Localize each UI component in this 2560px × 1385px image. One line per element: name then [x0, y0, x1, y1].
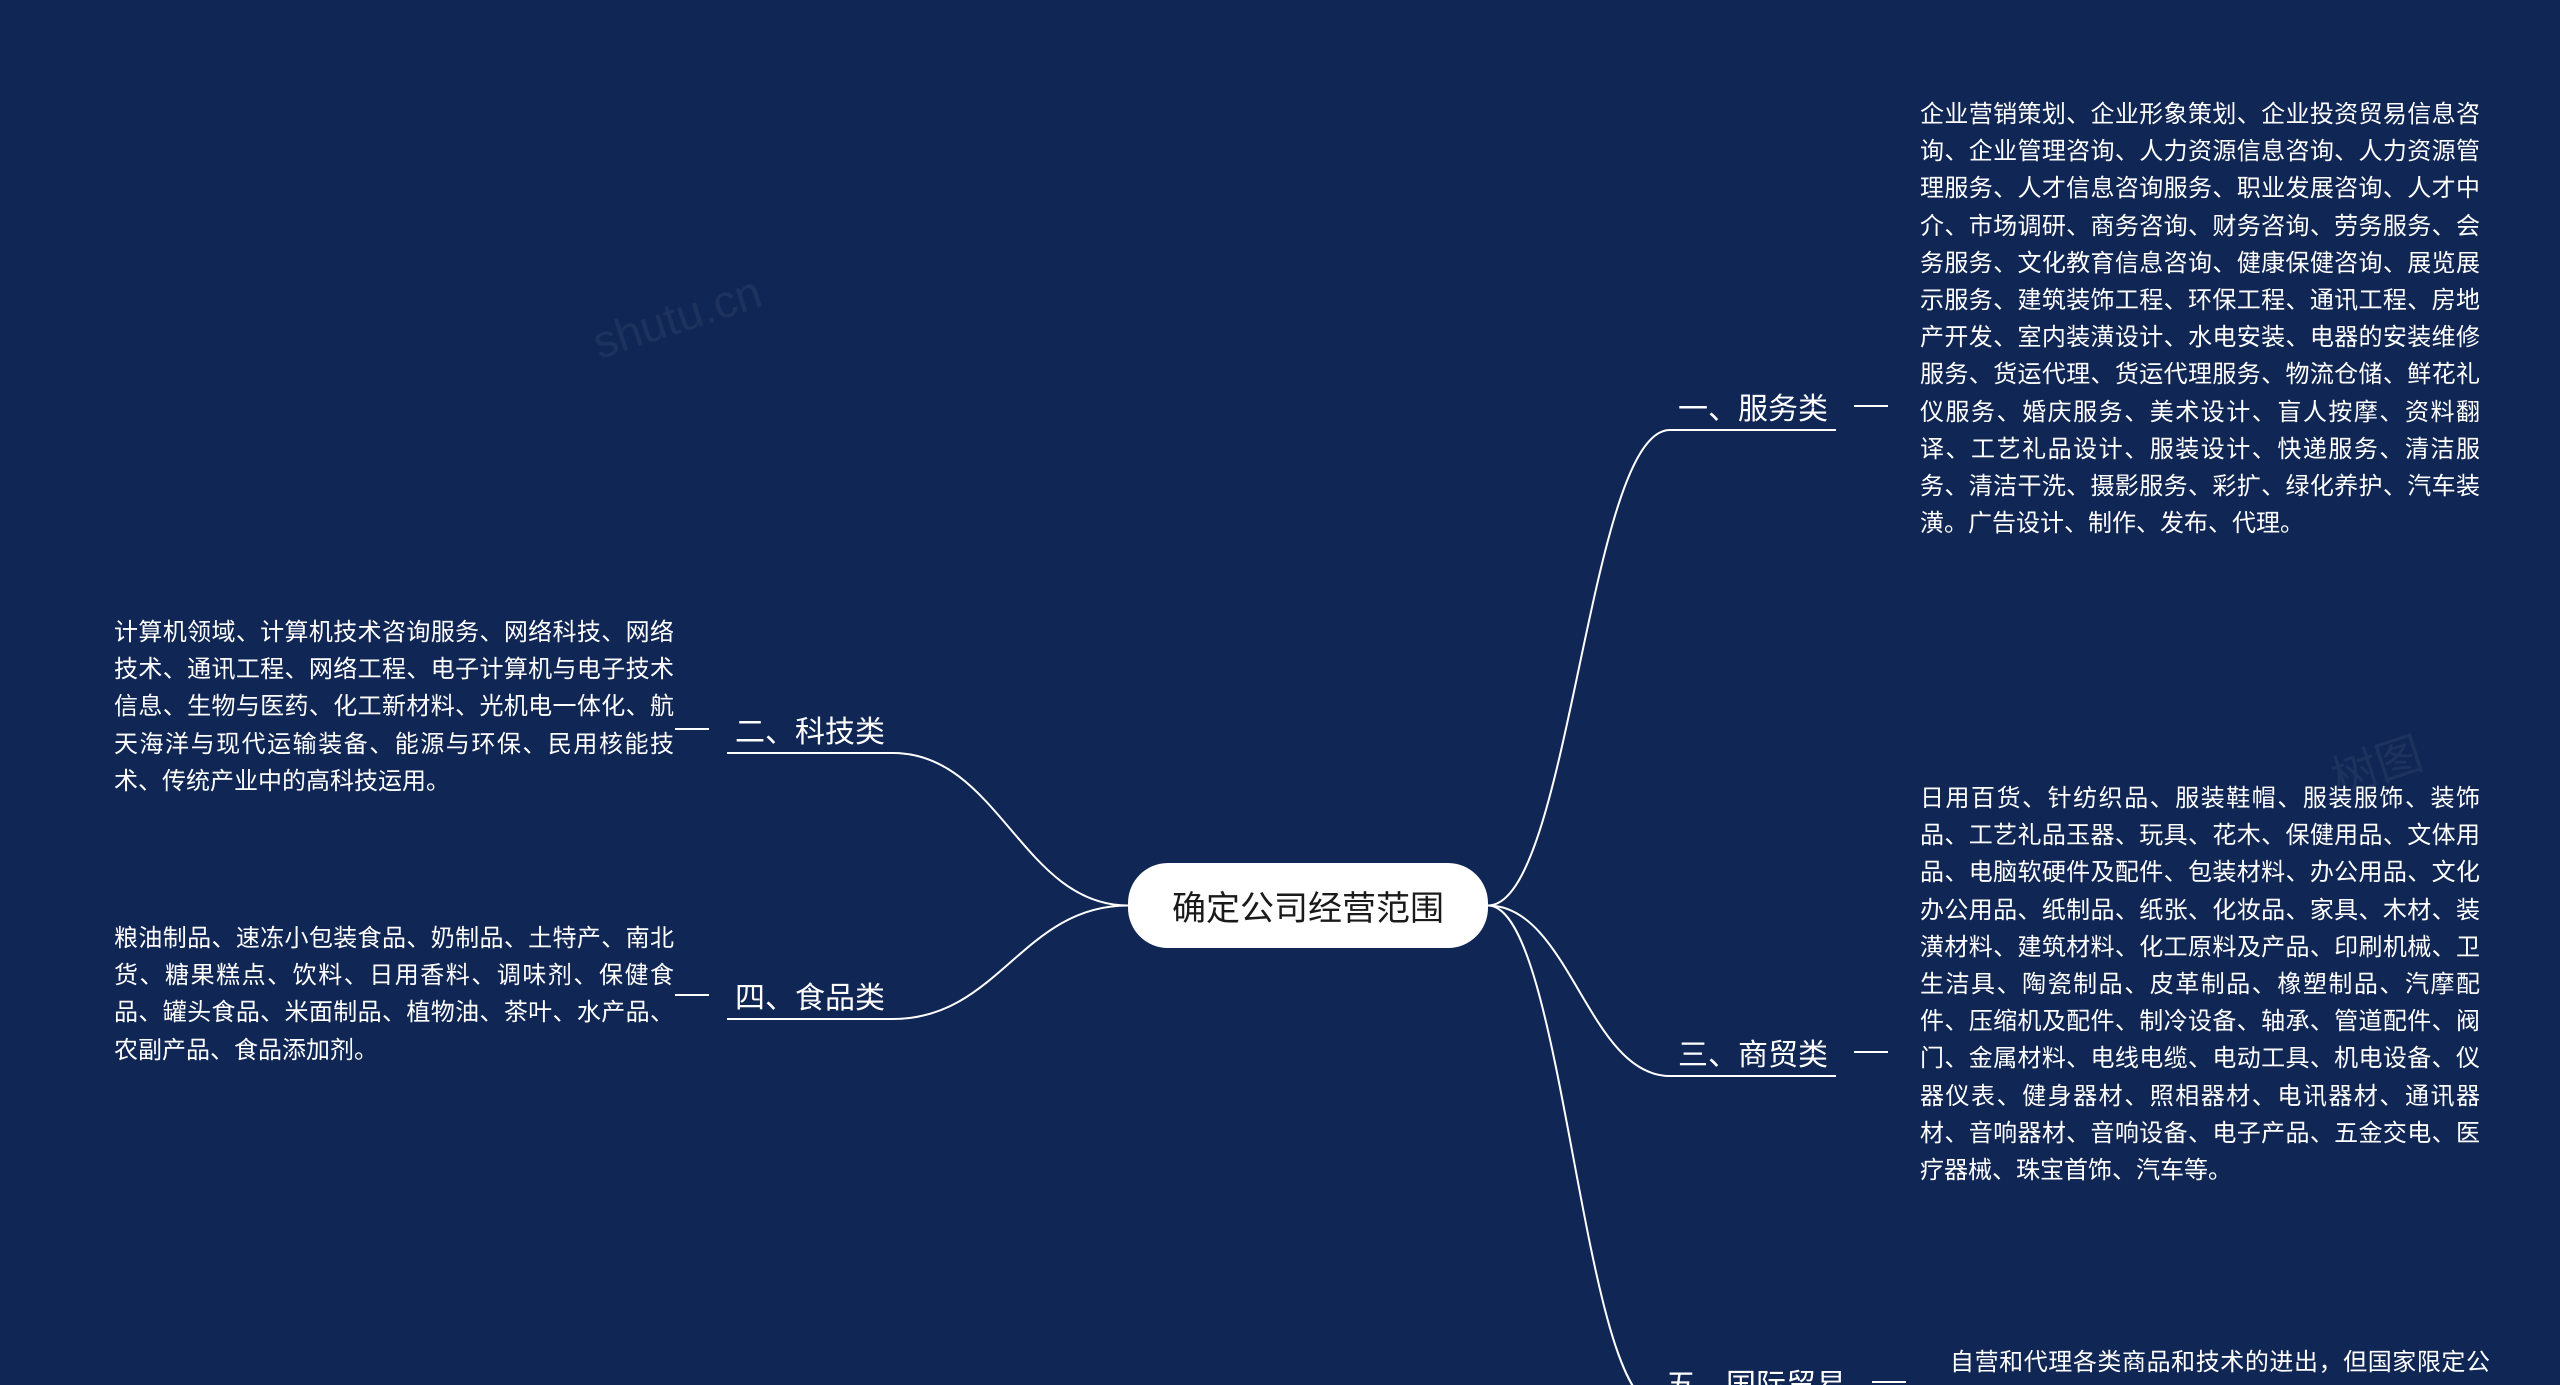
leaf-text-food: 粮油制品、速冻小包装食品、奶制品、土特产、南北货、糖果糕点、饮料、日用香料、调味… [114, 920, 674, 1069]
watermark: shutu.cn [586, 264, 768, 369]
branch-label-services[interactable]: 一、服务类 [1678, 384, 1828, 428]
leaf-text-services: 企业营销策划、企业形象策划、企业投资贸易信息咨询、企业管理咨询、人力资源信息咨询… [1920, 96, 2480, 542]
center-node[interactable]: 确定公司经营范围 [1128, 863, 1488, 948]
branch-label-tech[interactable]: 二、科技类 [735, 707, 885, 751]
branch-label-trade[interactable]: 三、商贸类 [1678, 1030, 1828, 1074]
watermark: .cn [673, 1372, 748, 1385]
mindmap-canvas: 确定公司经营范围 一、服务类 三、商贸类 五、国际贸易 二、科技类 四、食品类 … [0, 0, 2560, 1385]
leaf-text-trade: 日用百货、针纺织品、服装鞋帽、服装服饰、装饰品、工艺礼品玉器、玩具、花木、保健用… [1920, 780, 2480, 1189]
leaf-text-tech: 计算机领域、计算机技术咨询服务、网络科技、网络技术、通讯工程、网络工程、电子计算… [114, 614, 674, 800]
branch-label-intl[interactable]: 五、国际贸易 [1666, 1360, 1846, 1385]
branch-label-food[interactable]: 四、食品类 [735, 973, 885, 1017]
leaf-text-intl: 自营和代理各类商品和技术的进出，但国家限定公司经营或禁止进出口的商品和技术除外。 [1950, 1344, 2490, 1385]
